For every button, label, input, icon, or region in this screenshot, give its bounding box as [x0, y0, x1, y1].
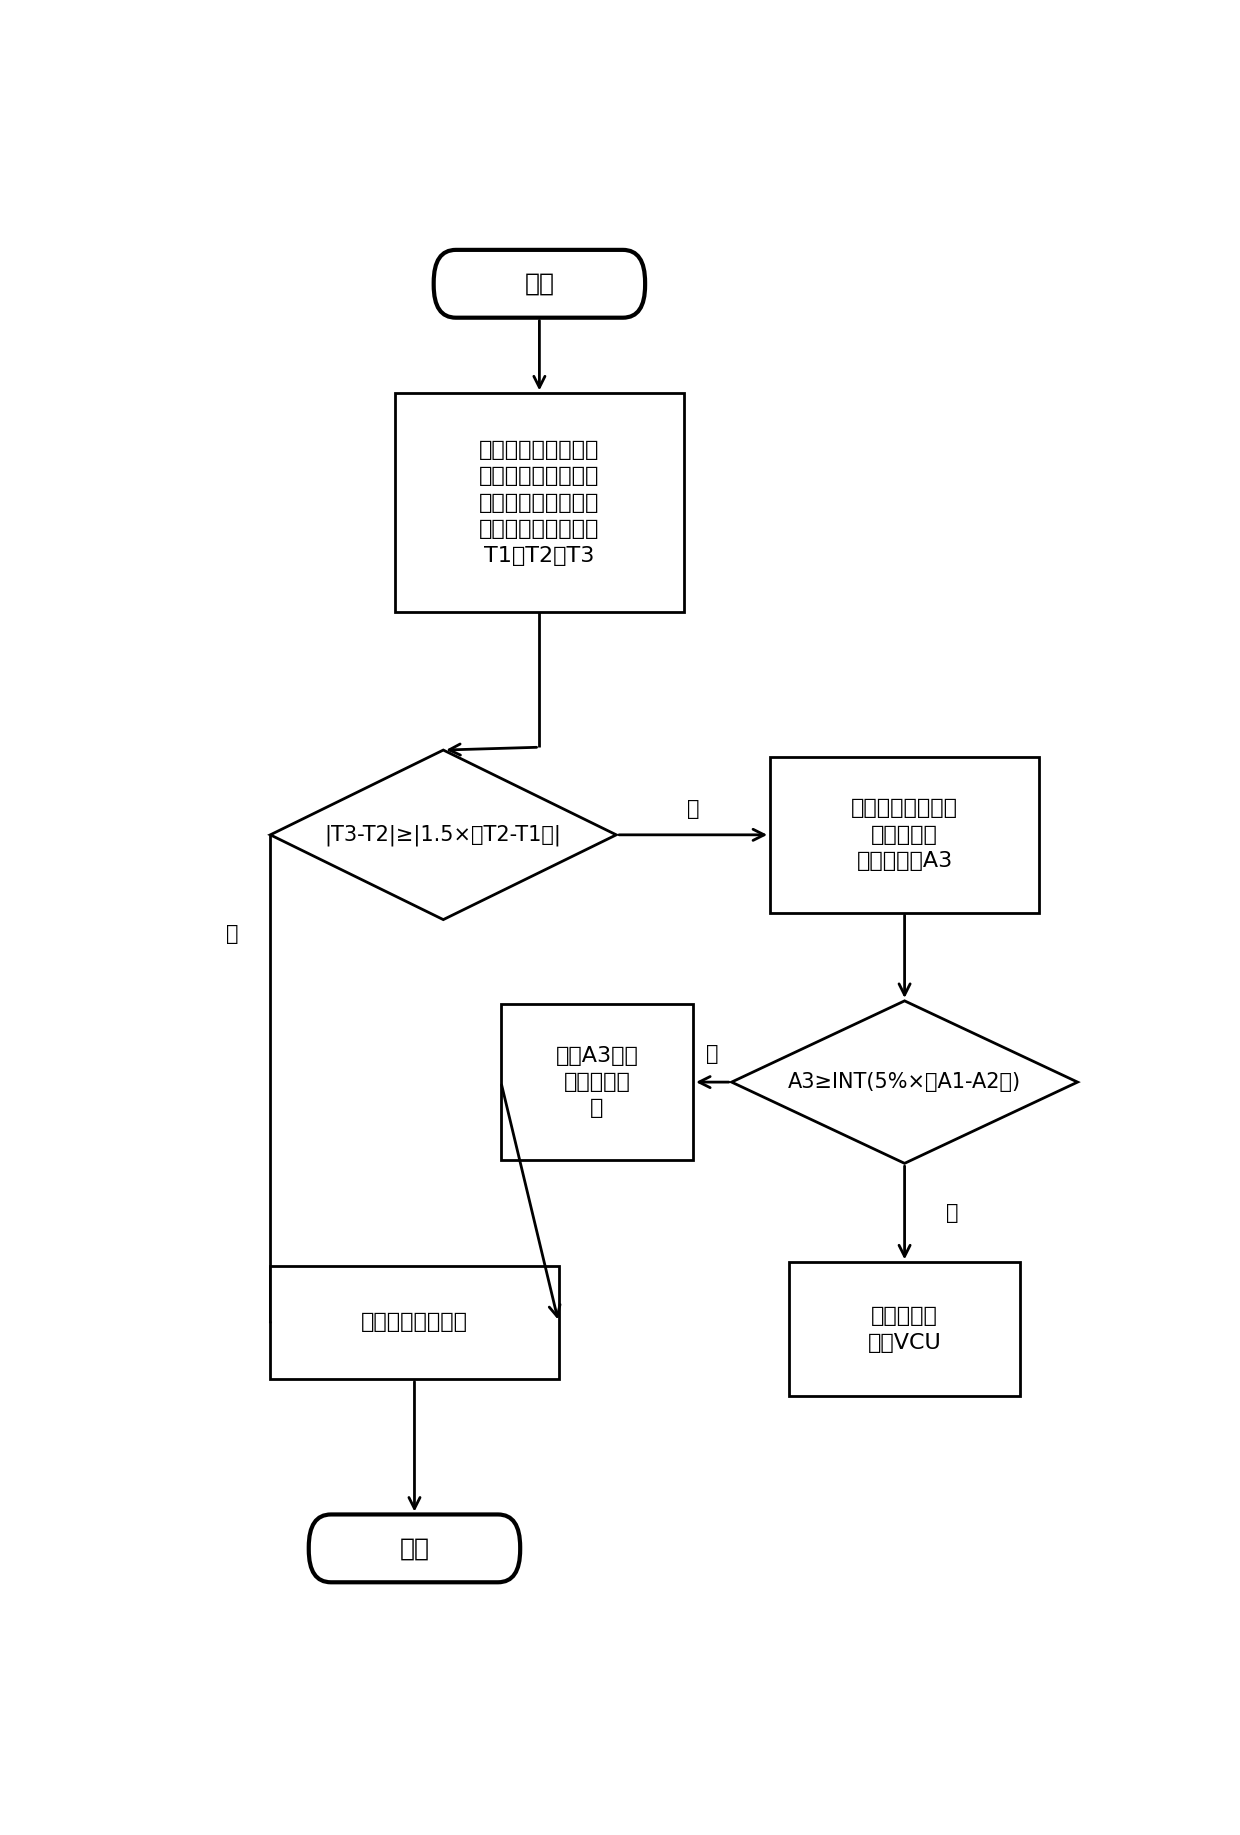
Text: |T3-T2|≥|1.5×（T2-T1）|: |T3-T2|≥|1.5×（T2-T1）|	[325, 824, 562, 846]
Bar	[501, 1004, 693, 1160]
Text: 输出有效温度数据: 输出有效温度数据	[361, 1312, 467, 1332]
Text: 结束: 结束	[399, 1536, 429, 1560]
Text: 输出报警信
号至VCU: 输出报警信 号至VCU	[868, 1307, 941, 1352]
Polygon shape	[732, 1000, 1078, 1163]
FancyBboxPatch shape	[434, 250, 645, 317]
Text: 是: 是	[946, 1202, 959, 1222]
Text: 否: 否	[226, 923, 238, 943]
Text: A3≥INT(5%×（A1-A2）): A3≥INT(5%×（A1-A2）)	[787, 1072, 1022, 1092]
Polygon shape	[270, 751, 616, 919]
Bar	[789, 1262, 1019, 1396]
Text: 是: 是	[687, 800, 699, 820]
Bar	[770, 758, 1039, 912]
FancyBboxPatch shape	[309, 1514, 521, 1582]
Bar	[270, 1266, 559, 1378]
Text: 开始: 开始	[525, 272, 554, 295]
Text: 累加温度数据失效
的温度采集
点的数量为A3: 累加温度数据失效 的温度采集 点的数量为A3	[851, 798, 959, 872]
Bar	[396, 393, 683, 613]
Text: 对每一功能正常温度
采集点按照采集时间
前后顺序采集三个连
续时刻的温度值记为
T1，T2和T3: 对每一功能正常温度 采集点按照采集时间 前后顺序采集三个连 续时刻的温度值记为 …	[479, 440, 600, 565]
Text: 删除A3个温
度采集点数
据: 删除A3个温 度采集点数 据	[556, 1046, 639, 1119]
Text: 否: 否	[706, 1044, 719, 1064]
